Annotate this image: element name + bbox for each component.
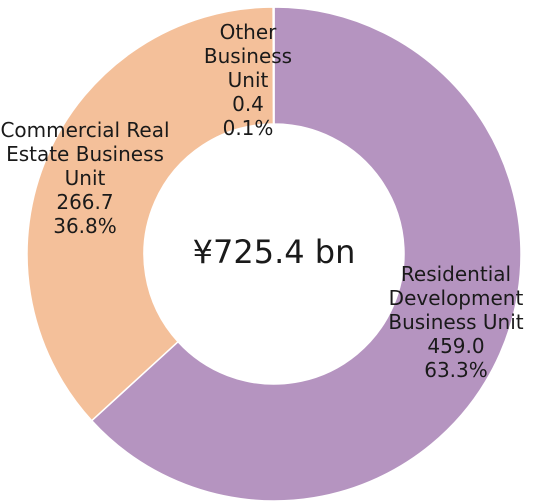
- slice: [90, 6, 522, 502]
- percent-label: 36.8%: [53, 214, 117, 238]
- value-label: 459.0: [427, 334, 485, 358]
- center-label: ¥725.4 bn: [192, 233, 356, 271]
- value-label: 0.4: [232, 92, 264, 116]
- category-label: Residential Development Business Unit: [388, 262, 524, 334]
- category-label: Commercial Real Estate Business Unit: [0, 118, 170, 190]
- value-label: 266.7: [56, 190, 114, 214]
- percent-label: 0.1%: [222, 116, 274, 140]
- slice-label: Commercial Real Estate Business Unit 266.…: [0, 118, 170, 238]
- slice-label: Residential Development Business Unit 459…: [376, 262, 536, 382]
- percent-label: 63.3%: [424, 358, 488, 382]
- slice-label: Other Business Unit 0.4 0.1%: [193, 20, 303, 140]
- slice: [272, 6, 275, 125]
- slice: [26, 6, 275, 422]
- category-label: Other Business Unit: [203, 20, 293, 92]
